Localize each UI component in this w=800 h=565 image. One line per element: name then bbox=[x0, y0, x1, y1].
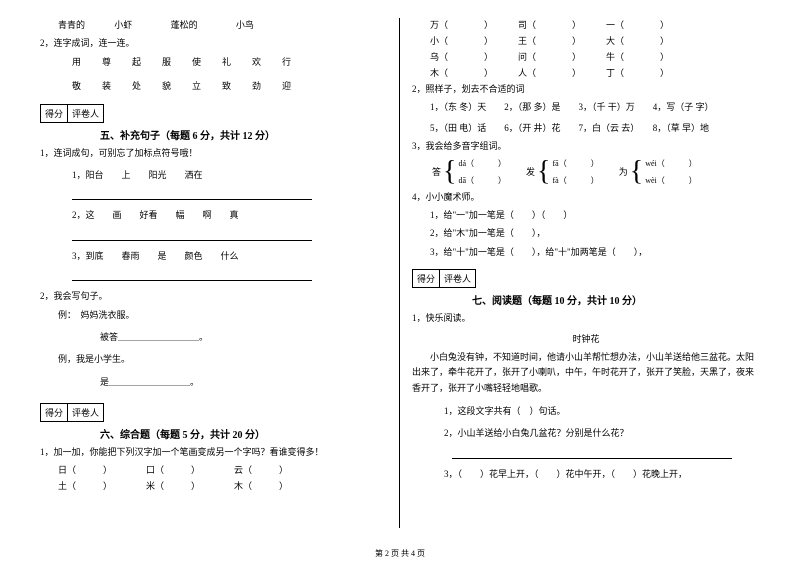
blank[interactable]: 土（ ） bbox=[58, 479, 146, 492]
brace-icon: { bbox=[443, 158, 456, 186]
brace-row: 答 { dá（ ） dā（ ） 发 { fā（ ） fà（ ） 为 { bbox=[432, 158, 760, 186]
blank[interactable]: 被答＿＿＿＿＿＿＿＿＿。 bbox=[100, 330, 387, 344]
question: 3，我会给多音字组词。 bbox=[412, 139, 760, 153]
question: 1，连词成句，可别忘了加标点符号哦！ bbox=[40, 146, 387, 160]
pinyin-blank[interactable]: fā（ ） bbox=[553, 158, 599, 169]
answer-line[interactable] bbox=[72, 190, 312, 200]
blank[interactable]: 司（ ） bbox=[518, 18, 606, 31]
story-title: 时钟花 bbox=[412, 332, 760, 346]
answer-line[interactable] bbox=[72, 231, 312, 241]
brace-group: 答 { dá（ ） dā（ ） bbox=[432, 158, 506, 186]
word: 小鸟 bbox=[236, 20, 254, 30]
blank[interactable]: 丁（ ） bbox=[606, 66, 694, 79]
char-row: 用 尊 起 服 使 礼 欢 行 bbox=[40, 55, 387, 69]
brace-group: 发 { fā（ ） fà（ ） bbox=[526, 158, 599, 186]
answer-line[interactable] bbox=[452, 449, 732, 459]
score-box: 得分 评卷人 bbox=[40, 403, 104, 422]
question: 1，快乐阅读。 bbox=[412, 311, 760, 325]
pinyin-blank[interactable]: fà（ ） bbox=[553, 175, 599, 186]
blank[interactable]: 日（ ） bbox=[58, 463, 146, 476]
right-column: 万（ ） 司（ ） 一（ ） 小（ ） 王（ ） 大（ ） 乌（ ） 问（ ） … bbox=[400, 18, 772, 528]
score-cell: 评卷人 bbox=[68, 105, 103, 122]
char-row: 敬 装 处 貌 立 致 劲 迎 bbox=[40, 79, 387, 93]
grid-row: 土（ ） 米（ ） 木（ ） bbox=[40, 479, 387, 492]
example: 例： 妈妈洗衣服。 bbox=[40, 308, 387, 322]
example: 例，我是小学生。 bbox=[40, 352, 387, 366]
text-row: 青青的 小虾 蓬松的 小鸟 bbox=[40, 18, 387, 32]
item: 5，（田 电）话 6，（开 井）花 7，白（云 去） 8，（草 早）地 bbox=[412, 121, 760, 135]
story-text: 小白兔没有钟，不知道时间，他请小山羊帮忙想办法，小山羊送给他三盆花。太阳出来了，… bbox=[412, 350, 760, 396]
score-cell: 得分 bbox=[41, 404, 68, 421]
blank[interactable]: 一（ ） bbox=[606, 18, 694, 31]
blank[interactable]: 木（ ） bbox=[234, 479, 322, 492]
pinyin-blank[interactable]: dā（ ） bbox=[458, 175, 506, 186]
grid-row: 小（ ） 王（ ） 大（ ） bbox=[412, 34, 760, 47]
item: 3，到底 春雨 是 颜色 什么 bbox=[40, 249, 387, 263]
item: 3，给"十"加一笔是（ ），给"十"加两笔是（ ）， bbox=[412, 245, 760, 259]
score-cell: 得分 bbox=[413, 270, 440, 287]
blank[interactable]: 云（ ） bbox=[234, 463, 322, 476]
pinyin-blank[interactable]: wéi（ ） bbox=[645, 158, 697, 169]
pinyin-blank[interactable]: dá（ ） bbox=[458, 158, 506, 169]
item: 2，给"木"加一笔是（ ）， bbox=[412, 226, 760, 240]
score-cell: 评卷人 bbox=[440, 270, 475, 287]
blank[interactable]: 是＿＿＿＿＿＿＿＿＿。 bbox=[100, 375, 387, 389]
page-footer: 第 2 页 共 4 页 bbox=[0, 548, 800, 559]
brace-label: 发 bbox=[526, 165, 535, 178]
brace-label: 答 bbox=[432, 165, 441, 178]
grid-row: 乌（ ） 问（ ） 牛（ ） bbox=[412, 50, 760, 63]
blank[interactable]: 乌（ ） bbox=[430, 50, 518, 63]
blank[interactable]: 木（ ） bbox=[430, 66, 518, 79]
pinyin-blank[interactable]: wèi（ ） bbox=[645, 175, 697, 186]
blank[interactable]: 人（ ） bbox=[518, 66, 606, 79]
section-title: 六、综合题（每题 5 分，共计 20 分） bbox=[100, 426, 387, 441]
brace-icon: { bbox=[630, 158, 643, 186]
item: 3，（ ）花早上开，（ ）花中午开，（ ）花晚上开， bbox=[412, 467, 760, 481]
word: 小虾 bbox=[114, 20, 132, 30]
question-label: 2，连字成词，连一连。 bbox=[40, 36, 387, 50]
score-box: 得分 评卷人 bbox=[412, 269, 476, 288]
blank[interactable]: 米（ ） bbox=[146, 479, 234, 492]
question: 2，照样子，划去不合适的词 bbox=[412, 82, 760, 96]
item: 1，给"一"加一笔是（ ）（ ） bbox=[412, 208, 760, 222]
question: 4，小小魔术师。 bbox=[412, 190, 760, 204]
grid-row: 木（ ） 人（ ） 丁（ ） bbox=[412, 66, 760, 79]
score-box: 得分 评卷人 bbox=[40, 104, 104, 123]
item: 1，（东 冬）天 2，（那 多）是 3，（千 干）万 4，写（子 字） bbox=[412, 100, 760, 114]
blank[interactable]: 牛（ ） bbox=[606, 50, 694, 63]
answer-line[interactable] bbox=[72, 271, 312, 281]
item: 1，阳台 上 阳光 洒在 bbox=[40, 168, 387, 182]
blank[interactable]: 万（ ） bbox=[430, 18, 518, 31]
blank[interactable]: 大（ ） bbox=[606, 34, 694, 47]
item: 1，这段文字共有（ ）句话。 bbox=[412, 404, 760, 418]
blank[interactable]: 口（ ） bbox=[146, 463, 234, 476]
blank[interactable]: 问（ ） bbox=[518, 50, 606, 63]
grid-row: 日（ ） 口（ ） 云（ ） bbox=[40, 463, 387, 476]
score-cell: 评卷人 bbox=[68, 404, 103, 421]
section-title: 五、补充句子（每题 6 分，共计 12 分） bbox=[100, 127, 387, 142]
word: 青青的 bbox=[58, 20, 85, 30]
word: 蓬松的 bbox=[171, 20, 198, 30]
blank[interactable]: 王（ ） bbox=[518, 34, 606, 47]
item: 2，这 画 好看 幅 啊 真 bbox=[40, 208, 387, 222]
question: 2，我会写句子。 bbox=[40, 289, 387, 303]
left-column: 青青的 小虾 蓬松的 小鸟 2，连字成词，连一连。 用 尊 起 服 使 礼 欢 … bbox=[28, 18, 400, 528]
brace-label: 为 bbox=[619, 165, 628, 178]
item: 2，小山羊送给小白兔几盆花？分别是什么花？ bbox=[412, 426, 760, 440]
brace-group: 为 { wéi（ ） wèi（ ） bbox=[619, 158, 697, 186]
brace-icon: { bbox=[537, 158, 550, 186]
grid-row: 万（ ） 司（ ） 一（ ） bbox=[412, 18, 760, 31]
section-title: 七、阅读题（每题 10 分，共计 10 分） bbox=[472, 292, 760, 307]
score-cell: 得分 bbox=[41, 105, 68, 122]
question: 1，加一加，你能把下列汉字加一个笔画变成另一个字吗？看谁变得多！ bbox=[40, 445, 387, 459]
blank[interactable]: 小（ ） bbox=[430, 34, 518, 47]
